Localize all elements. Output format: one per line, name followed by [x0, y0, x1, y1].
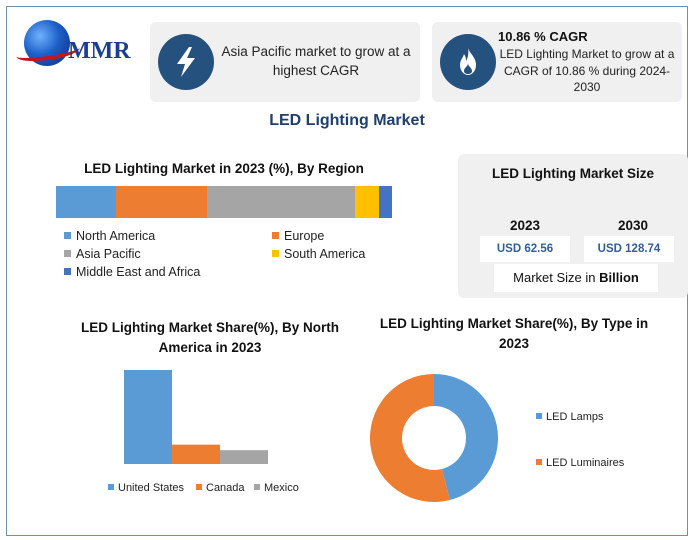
value-2030: USD 128.74	[584, 236, 674, 262]
card-title: 10.86 % CAGR	[498, 29, 588, 44]
legend-swatch	[536, 459, 542, 465]
legend-item-europe: Europe	[272, 229, 324, 243]
bar-segment-north-america	[56, 186, 117, 218]
lightning-icon	[158, 34, 214, 90]
legend-item-led-lamps: LED Lamps	[536, 411, 603, 423]
bar-segment-south-america	[355, 186, 379, 218]
legend-swatch	[64, 250, 71, 257]
market-size-title: LED Lighting Market Size	[491, 166, 654, 181]
legend-swatch	[272, 250, 279, 257]
highlight-card-asia-pacific: Asia Pacific market to grow at a highest…	[150, 22, 420, 102]
legend-item-north-america: North America	[64, 229, 155, 243]
region-stacked-bar	[56, 186, 392, 218]
type-chart-title: LED Lighting Market Share(%), By Type in…	[379, 316, 649, 351]
market-size-note: Market Size in Billion	[494, 264, 658, 292]
bar-segment-asia-pacific	[207, 186, 356, 218]
year-2030-label: 2030	[618, 218, 649, 233]
legend-label: Canada	[206, 482, 245, 494]
globe-icon	[24, 20, 70, 66]
bar-segment-europe	[116, 186, 208, 218]
legend-item-south-america: South America	[272, 247, 365, 261]
card-text: LED Lighting Market to grow at a CAGR of…	[499, 47, 675, 94]
bar-segment-middle-east-and-africa	[378, 186, 392, 218]
legend-label: Europe	[284, 229, 325, 243]
value-2023: USD 62.56	[480, 236, 570, 262]
note-prefix: Market Size in	[513, 270, 600, 285]
legend-item-mexico: Mexico	[254, 482, 299, 494]
legend-swatch	[64, 232, 71, 239]
legend-item-led-luminaires: LED Luminaires	[536, 457, 624, 469]
highlight-card-cagr: 10.86 % CAGR LED Lighting Market to grow…	[432, 22, 682, 102]
legend-label: South America	[284, 247, 366, 261]
legend-label: Middle East and Africa	[76, 265, 201, 279]
flame-icon	[440, 34, 496, 90]
card-text: Asia Pacific market to grow at a highest…	[221, 44, 411, 78]
legend-swatch	[64, 268, 71, 275]
legend-label: Asia Pacific	[76, 247, 141, 261]
logo-text: MMR	[68, 38, 131, 64]
north-america-chart-title: LED Lighting Market Share(%), By North A…	[80, 320, 340, 355]
legend-swatch	[196, 484, 202, 490]
legend-label: Mexico	[264, 482, 299, 494]
note-unit: Billion	[599, 270, 639, 285]
legend-item-asia-pacific: Asia Pacific	[64, 247, 141, 261]
region-chart-title: LED Lighting Market in 2023 (%), By Regi…	[84, 161, 364, 176]
legend-label: LED Lamps	[546, 411, 604, 423]
legend-label: North America	[76, 229, 156, 243]
mmr-logo: MMR	[14, 14, 144, 74]
legend-label: United States	[118, 482, 185, 494]
legend-item-canada: Canada	[196, 482, 245, 494]
legend-item-united-states: United States	[108, 482, 184, 494]
year-2023-label: 2023	[510, 218, 541, 233]
page-title: LED Lighting Market	[269, 112, 425, 129]
market-size-panel: LED Lighting Market Size 2023 2030 USD 6…	[458, 154, 688, 298]
legend-swatch	[108, 484, 114, 490]
legend-swatch	[536, 413, 542, 419]
legend-item-middle-east-and-africa: Middle East and Africa	[64, 265, 200, 279]
legend-swatch	[254, 484, 260, 490]
legend-label: LED Luminaires	[546, 457, 625, 469]
legend-swatch	[272, 232, 279, 239]
